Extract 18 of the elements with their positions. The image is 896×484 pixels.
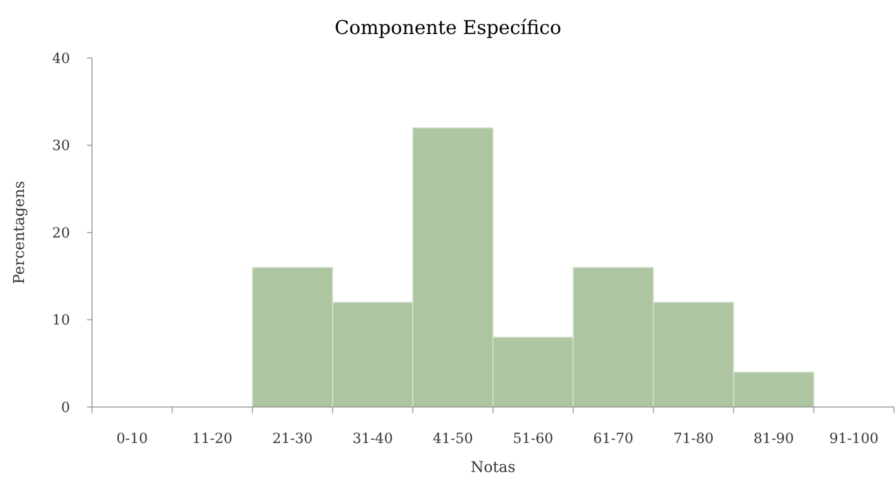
x-axis-title: Notas — [470, 458, 516, 476]
x-tick-label: 71-80 — [673, 431, 714, 447]
y-tick-label: 40 — [52, 50, 70, 67]
x-tick-label: 11-20 — [192, 431, 232, 447]
chart-title: Componente Específico — [334, 17, 562, 39]
x-tick-label: 0-10 — [116, 431, 148, 447]
x-tick-label: 51-60 — [512, 431, 554, 447]
x-tick-label: 21-30 — [272, 431, 313, 447]
x-tick-label: 61-70 — [593, 431, 634, 447]
y-axis-title: Percentagens — [10, 180, 28, 284]
y-tick-label: 10 — [52, 312, 70, 329]
x-tick-label: 91-100 — [829, 431, 879, 447]
x-tick-label: 41-50 — [432, 431, 474, 447]
y-tick-label: 0 — [61, 400, 70, 416]
y-tick-label: 30 — [52, 138, 70, 154]
x-tick-label: 31-40 — [352, 431, 393, 447]
x-tick-label: 81-90 — [754, 431, 794, 447]
y-tick-label: 20 — [52, 225, 70, 242]
